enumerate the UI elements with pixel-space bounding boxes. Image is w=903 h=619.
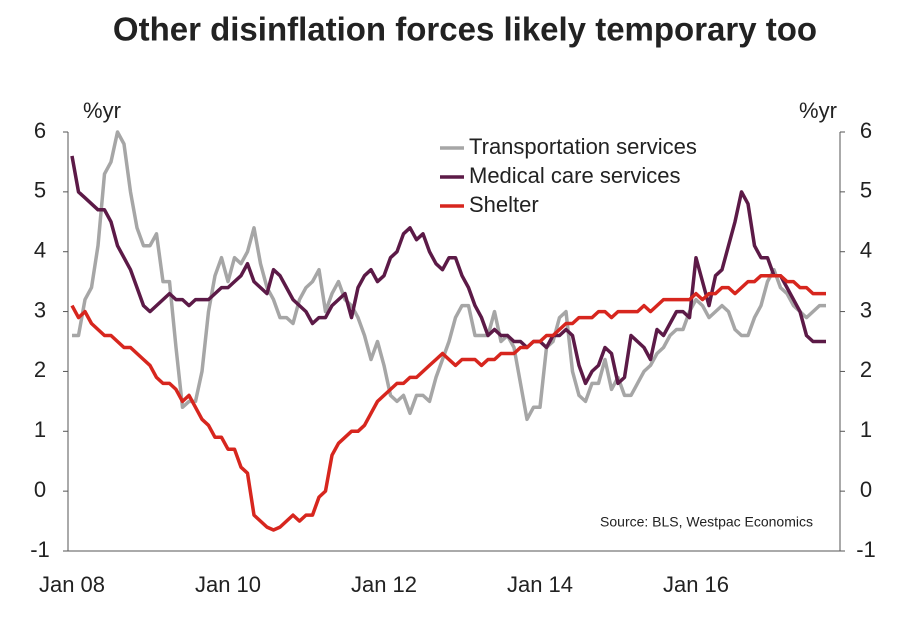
- source-note: Source: BLS, Westpac Economics: [600, 514, 813, 530]
- y2-tick-label: 4: [860, 238, 872, 263]
- y2-tick-label: 1: [860, 417, 872, 442]
- series-line: [72, 130, 826, 422]
- y-tick-label: 0: [34, 477, 46, 502]
- x-tick-label: Jan 14: [507, 572, 573, 597]
- y-tick-label: -1: [30, 537, 50, 562]
- x-tick-label: Jan 08: [39, 572, 105, 597]
- y-tick-label: 5: [34, 178, 46, 203]
- y-tick-label: 3: [34, 297, 46, 322]
- x-tick-label: Jan 16: [663, 572, 729, 597]
- y-tick-label: 2: [34, 357, 46, 382]
- legend-label: Shelter: [469, 192, 539, 217]
- x-tick-label: Jan 12: [351, 572, 417, 597]
- legend-label: Medical care services: [469, 163, 681, 188]
- y2-tick-label: 0: [860, 477, 872, 502]
- y2-tick-label: 6: [860, 118, 872, 143]
- y-axis-label: %yr: [83, 98, 121, 123]
- x-tick-label: Jan 10: [195, 572, 261, 597]
- series-line: [70, 273, 826, 532]
- y-tick-label: 1: [34, 417, 46, 442]
- y2-tick-label: 5: [860, 178, 872, 203]
- y2-tick-label: -1: [856, 537, 876, 562]
- y2-tick-label: 3: [860, 297, 872, 322]
- chart-title: Other disinflation forces likely tempora…: [113, 11, 817, 48]
- y-tick-label: 6: [34, 118, 46, 143]
- series-line: [70, 155, 826, 386]
- y2-axis-label: %yr: [799, 98, 837, 123]
- y2-tick-label: 2: [860, 357, 872, 382]
- legend-label: Transportation services: [469, 134, 697, 159]
- y-tick-label: 4: [34, 238, 46, 263]
